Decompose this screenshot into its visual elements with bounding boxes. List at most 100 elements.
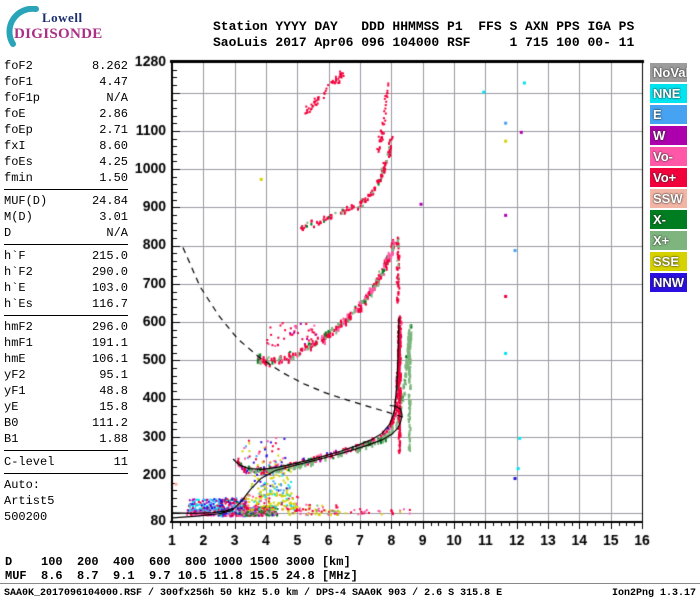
parameter-label: foE [4, 107, 26, 121]
parameter-label: 500200 [4, 510, 48, 524]
panel-divider [4, 189, 128, 190]
parameter-label: yE [4, 400, 19, 414]
parameter-value: 111.2 [91, 416, 128, 430]
parameter-label: B0 [4, 416, 19, 430]
panel-divider [4, 450, 128, 451]
legend-item-x: X+ [650, 231, 687, 250]
parameter-value: 296.0 [91, 320, 128, 334]
parameter-row: h`F 215.0 [4, 248, 128, 264]
parameter-row: MUF(D) 24.84 [4, 193, 128, 209]
legend-item-vo: Vo+ [650, 168, 687, 187]
panel-divider [4, 315, 128, 316]
logo-digisonde-text: DIGISONDE [14, 26, 103, 42]
direction-legend: NoVal NNE E W Vo- Vo+ SSW X- X+ SSE NNW [650, 63, 690, 294]
legend-item-ssw: SSW [650, 189, 687, 208]
parameter-row: hmF1 191.1 [4, 335, 128, 351]
parameter-row: fmin 1.50 [4, 170, 128, 186]
parameter-value: 4.47 [99, 75, 128, 89]
parameter-value: 2.86 [99, 107, 128, 121]
parameter-label: hmF2 [4, 320, 33, 334]
parameter-row: yF2 95.1 [4, 367, 128, 383]
status-bar: SAA0K_2017096104000.RSF / 300fx256h 50 k… [0, 583, 700, 601]
parameter-row: foF2 8.262 [4, 58, 128, 74]
parameter-row: M(D) 3.01 [4, 209, 128, 225]
parameter-value: 2.71 [99, 123, 128, 137]
muf-distance-table: D 100 200 400 600 800 1000 1500 3000 [km… [5, 555, 358, 583]
parameter-value: 3.01 [99, 210, 128, 224]
parameter-label: fxI [4, 139, 26, 153]
parameter-value: 4.25 [99, 155, 128, 169]
parameter-value: 1.88 [99, 432, 128, 446]
parameter-label: foEs [4, 155, 33, 169]
parameter-row: foEs 4.25 [4, 154, 128, 170]
parameter-label: Auto: [4, 478, 41, 492]
status-file-info: SAA0K_2017096104000.RSF / 300fx256h 50 k… [4, 588, 503, 599]
parameter-value: 106.1 [91, 352, 128, 366]
parameter-value: 191.1 [91, 336, 128, 350]
parameter-value: N/A [106, 226, 128, 240]
parameter-label: C-level [4, 455, 55, 469]
parameter-label: Artist5 [4, 494, 55, 508]
logo-lowell-text: Lowell [42, 10, 83, 25]
parameter-label: foF2 [4, 59, 33, 73]
parameter-row: Auto: [4, 477, 128, 493]
header-line-1: Station YYYY DAY DDD HHMMSS P1 FFS S AXN… [213, 19, 635, 34]
parameter-row: D N/A [4, 225, 128, 241]
parameter-row: B0 111.2 [4, 415, 128, 431]
parameter-label: foF1 [4, 75, 33, 89]
parameter-label: yF2 [4, 368, 26, 382]
parameter-row: foF1p N/A [4, 90, 128, 106]
parameter-label: hmE [4, 352, 26, 366]
parameter-label: foF1p [4, 91, 41, 105]
status-version: Ion2Png 1.3.17 [611, 588, 696, 599]
panel-divider [4, 244, 128, 245]
legend-item-w: W [650, 126, 687, 145]
parameter-row: B1 1.88 [4, 431, 128, 447]
legend-item-e: E [650, 105, 687, 124]
parameter-row: fxI 8.60 [4, 138, 128, 154]
parameter-panel: foF2 8.262 foF1 4.47 foF1p N/A foE 2.86 foEp 2.71… [4, 58, 128, 525]
parameter-row: foE 2.86 [4, 106, 128, 122]
legend-item-nne: NNE [650, 84, 687, 103]
parameter-label: M(D) [4, 210, 33, 224]
parameter-row: Artist5 [4, 493, 128, 509]
logo-arc-icon [6, 6, 39, 47]
parameter-value: N/A [106, 91, 128, 105]
parameter-row: 500200 [4, 509, 128, 525]
parameter-value: 95.1 [99, 368, 128, 382]
legend-item-nnw: NNW [650, 273, 687, 292]
parameter-label: D [4, 226, 12, 240]
parameter-value: 215.0 [91, 249, 128, 263]
parameter-row: C-level 11 [4, 454, 128, 470]
parameter-label: h`E [4, 281, 26, 295]
parameter-value: 1.50 [99, 171, 128, 185]
parameter-label: B1 [4, 432, 19, 446]
parameter-label: yF1 [4, 384, 26, 398]
station-header: Station YYYY DAY DDD HHMMSS P1 FFS S AXN… [213, 19, 634, 51]
legend-item-sse: SSE [650, 252, 687, 271]
parameter-label: h`Es [4, 297, 33, 311]
parameter-value: 103.0 [91, 281, 128, 295]
parameter-row: h`F2 290.0 [4, 264, 128, 280]
legend-item-vo: Vo- [650, 147, 687, 166]
parameter-row: yF1 48.8 [4, 383, 128, 399]
parameter-label: fmin [4, 171, 33, 185]
parameter-label: hmF1 [4, 336, 33, 350]
parameter-row: hmF2 296.0 [4, 319, 128, 335]
parameter-row: yE 15.8 [4, 399, 128, 415]
lowell-digisonde-logo: Lowell DIGISONDE [6, 4, 116, 50]
parameter-row: h`E 103.0 [4, 280, 128, 296]
parameter-row: foF1 4.47 [4, 74, 128, 90]
distance-row: D 100 200 400 600 800 1000 1500 3000 [km… [5, 555, 351, 569]
parameter-label: MUF(D) [4, 194, 48, 208]
legend-item-noval: NoVal [650, 63, 687, 82]
legend-item-x: X- [650, 210, 687, 229]
parameter-row: hmE 106.1 [4, 351, 128, 367]
parameter-label: foEp [4, 123, 33, 137]
parameter-value: 11 [113, 455, 128, 469]
parameter-label: h`F2 [4, 265, 33, 279]
panel-divider [4, 473, 128, 474]
muf-row: MUF 8.6 8.7 9.1 9.7 10.5 11.8 15.5 24.8 … [5, 569, 358, 583]
